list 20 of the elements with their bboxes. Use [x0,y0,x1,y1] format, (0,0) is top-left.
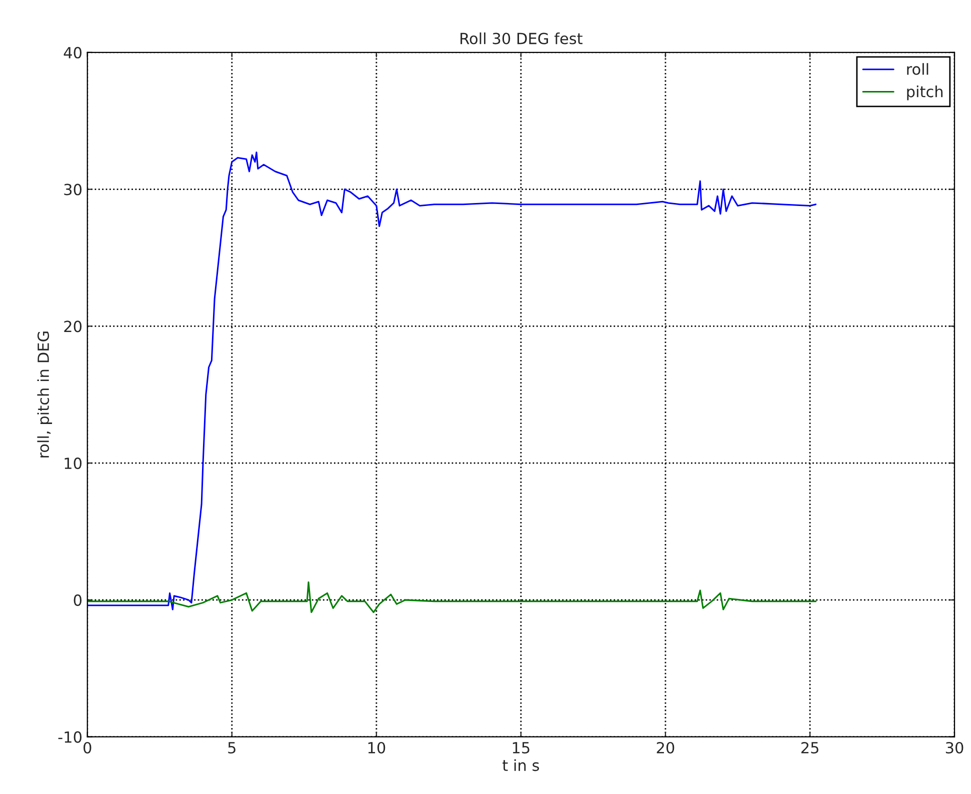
legend-label: roll [907,63,928,75]
y-tick-label: 10 [64,458,82,470]
y-tick-label: 30 [64,184,82,196]
y-axis-title: roll, pitch in DEG [37,332,52,458]
x-axis-title: t in s [502,759,539,772]
x-tick-label: 30 [946,742,964,754]
chart-title: Roll 30 DEG fest [460,32,582,44]
x-tick-label: 25 [801,742,818,754]
y-tick-label: 20 [64,320,82,332]
x-tick-label: 0 [84,742,92,754]
y-tick-label: -10 [58,731,82,743]
line-series [87,581,817,614]
legend-label: pitch [907,86,942,100]
x-tick-label: 20 [656,742,674,754]
x-tick-label: 5 [228,742,236,754]
line-series [87,152,817,610]
y-tick-label: 0 [74,594,82,606]
x-tick-label: 10 [368,742,386,754]
x-tick-label: 15 [512,742,530,754]
y-tick-label: 40 [64,46,82,58]
